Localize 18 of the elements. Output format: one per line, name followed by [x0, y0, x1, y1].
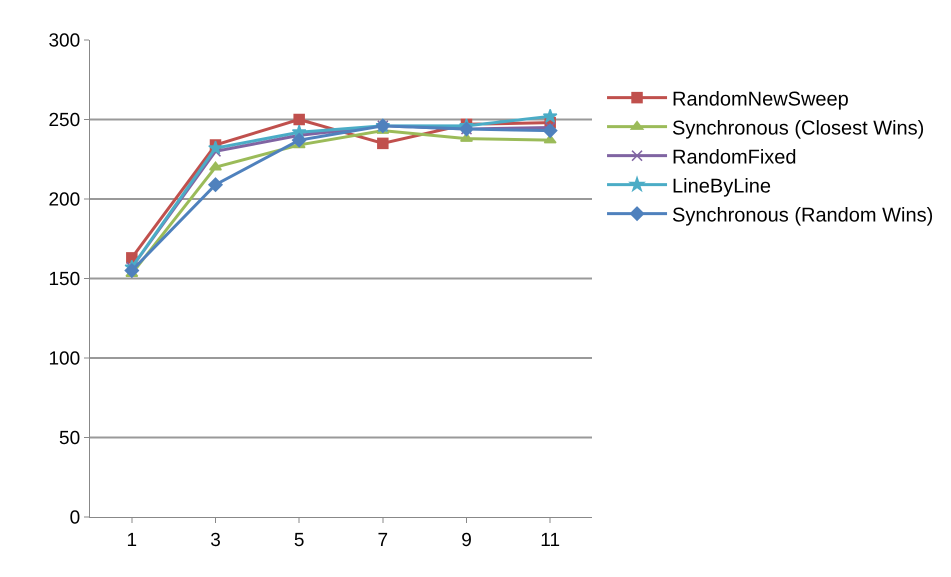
legend-label: RandomFixed — [672, 146, 797, 168]
legend-label: Synchronous (Random Wins) — [672, 204, 934, 226]
x-tick-label: 7 — [378, 530, 388, 551]
x-tick-label: 3 — [210, 530, 221, 551]
y-tick-label: 0 — [70, 508, 80, 529]
x-tick-label: 1 — [126, 530, 138, 551]
legend-label: LineByLine — [672, 175, 772, 198]
x-tick-label: 9 — [461, 530, 472, 551]
y-tick-label: 100 — [48, 348, 80, 370]
y-tick-label: 150 — [48, 269, 80, 290]
y-tick-label: 250 — [48, 110, 80, 132]
y-tick-label: 50 — [59, 428, 80, 450]
x-tick-label: 5 — [294, 530, 304, 551]
x-tick-label: 11 — [540, 530, 560, 551]
legend-label: RandomNewSweep — [672, 88, 849, 110]
y-tick-label: 300 — [48, 30, 80, 52]
y-tick-label: 200 — [48, 190, 80, 211]
legend-label: Synchronous (Closest Wins) — [672, 117, 924, 140]
